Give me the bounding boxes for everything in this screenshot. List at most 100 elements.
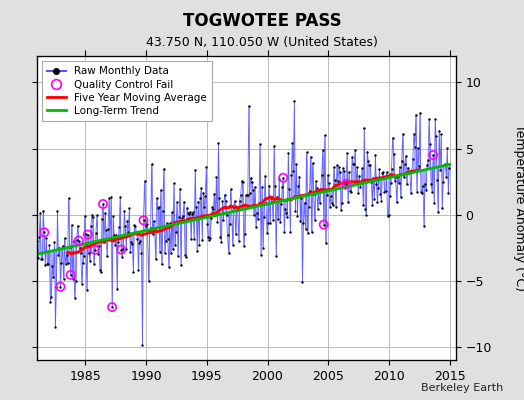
Point — [285, 185, 293, 192]
Point — [56, 284, 64, 290]
Point — [63, 260, 72, 267]
Point — [340, 168, 348, 174]
Point — [432, 133, 440, 139]
Point — [115, 224, 123, 230]
Point — [324, 180, 333, 186]
Point — [116, 194, 124, 200]
Point — [419, 183, 427, 189]
Point — [181, 252, 189, 258]
Point — [49, 274, 58, 281]
Point — [136, 238, 145, 244]
Point — [259, 244, 267, 251]
Point — [445, 165, 453, 172]
Point — [172, 229, 180, 236]
Point — [441, 161, 450, 167]
Point — [120, 208, 128, 214]
Point — [288, 139, 297, 146]
Point — [328, 200, 336, 206]
Point — [170, 180, 178, 187]
Point — [200, 204, 209, 210]
Point — [320, 221, 328, 228]
Point — [263, 230, 271, 236]
Point — [84, 231, 92, 238]
Point — [336, 168, 344, 175]
Point — [435, 128, 443, 134]
Point — [107, 194, 115, 200]
Point — [315, 200, 324, 206]
Point — [222, 212, 231, 218]
Point — [208, 204, 216, 210]
Point — [199, 189, 208, 196]
Point — [346, 188, 354, 195]
Point — [80, 253, 88, 259]
Point — [357, 178, 365, 184]
Point — [321, 132, 329, 138]
Point — [66, 244, 74, 251]
Point — [173, 199, 181, 206]
Point — [385, 193, 394, 200]
Point — [125, 205, 134, 212]
Point — [114, 239, 123, 246]
Point — [384, 212, 392, 218]
Point — [407, 190, 415, 196]
Point — [44, 261, 52, 267]
Point — [117, 246, 125, 253]
Point — [337, 207, 345, 213]
Point — [428, 189, 436, 195]
Point — [74, 237, 83, 244]
Point — [364, 158, 373, 164]
Point — [244, 192, 252, 198]
Point — [354, 189, 363, 196]
Point — [396, 164, 404, 170]
Point — [389, 151, 398, 157]
Point — [57, 260, 66, 266]
Point — [50, 239, 59, 245]
Point — [128, 241, 137, 247]
Point — [97, 269, 105, 275]
Point — [139, 217, 148, 224]
Point — [150, 226, 159, 233]
Point — [344, 199, 352, 205]
Point — [301, 226, 310, 232]
Point — [123, 218, 132, 224]
Point — [34, 254, 42, 261]
Point — [339, 165, 347, 171]
Point — [165, 263, 173, 270]
Point — [429, 152, 438, 158]
Point — [42, 235, 50, 241]
Point — [390, 178, 399, 184]
Point — [250, 184, 259, 190]
Point — [90, 261, 98, 267]
Point — [322, 240, 330, 246]
Point — [252, 224, 260, 230]
Point — [325, 204, 334, 210]
Point — [329, 202, 337, 209]
Point — [316, 186, 325, 193]
Point — [257, 252, 265, 258]
Point — [391, 174, 400, 180]
Point — [224, 249, 233, 256]
Point — [83, 287, 91, 293]
Point — [103, 253, 111, 259]
Point — [380, 189, 389, 195]
Point — [307, 153, 315, 160]
Point — [442, 174, 451, 180]
Point — [426, 140, 434, 147]
Point — [210, 190, 219, 197]
Point — [137, 250, 146, 256]
Point — [233, 204, 241, 210]
Point — [256, 141, 264, 148]
Point — [245, 103, 253, 110]
Point — [70, 295, 79, 301]
Point — [425, 116, 433, 122]
Point — [258, 184, 266, 190]
Point — [294, 182, 303, 189]
Point — [298, 279, 307, 285]
Point — [439, 178, 447, 185]
Point — [266, 220, 274, 226]
Point — [148, 231, 157, 237]
Point — [374, 185, 383, 192]
Point — [331, 177, 339, 183]
Point — [239, 242, 248, 249]
Point — [440, 162, 449, 169]
